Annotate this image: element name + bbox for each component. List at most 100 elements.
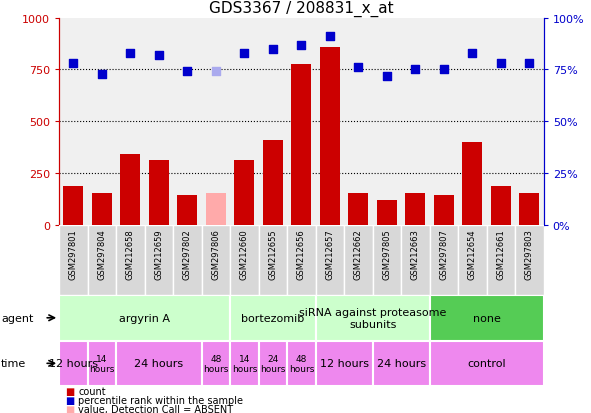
Text: 24 hours: 24 hours (376, 358, 426, 368)
Text: GSM212655: GSM212655 (268, 229, 277, 279)
Text: GSM212658: GSM212658 (126, 229, 135, 279)
Text: 12 hours: 12 hours (320, 358, 369, 368)
Bar (63, 187, 83, 225)
Bar (202, 341, 230, 386)
Point (268, 46, 278, 53)
Title: GDS3367 / 208831_x_at: GDS3367 / 208831_x_at (209, 1, 394, 17)
Point (525, 61, 534, 67)
Bar (430, 225, 458, 295)
Point (97, 71, 106, 78)
Bar (373, 225, 401, 295)
Point (211, 69, 220, 76)
Bar (177, 195, 197, 225)
Point (297, 42, 306, 49)
Bar (116, 225, 145, 295)
Text: time: time (1, 358, 27, 368)
Text: GSM297806: GSM297806 (212, 229, 220, 279)
Text: agent: agent (1, 313, 34, 323)
Point (439, 67, 449, 74)
Bar (316, 341, 373, 386)
Bar (320, 47, 340, 225)
Bar (401, 225, 430, 295)
Text: control: control (467, 358, 506, 368)
Text: GSM297801: GSM297801 (69, 229, 78, 279)
Text: GSM297802: GSM297802 (183, 229, 192, 279)
Bar (487, 225, 515, 295)
Point (69, 61, 78, 67)
Text: 14
hours: 14 hours (89, 354, 115, 373)
Point (154, 52, 164, 59)
Bar (59, 341, 87, 386)
Point (411, 67, 420, 74)
Bar (373, 341, 430, 386)
Bar (230, 295, 316, 341)
Text: GSM212663: GSM212663 (411, 229, 420, 279)
Bar (287, 225, 316, 295)
Point (353, 65, 363, 71)
Text: GSM212654: GSM212654 (468, 229, 477, 279)
Text: GSM212657: GSM212657 (326, 229, 335, 279)
Text: siRNA against proteasome
subunits: siRNA against proteasome subunits (299, 307, 446, 329)
Text: value, Detection Call = ABSENT: value, Detection Call = ABSENT (78, 404, 233, 413)
Text: ■: ■ (65, 386, 74, 396)
Text: GSM297805: GSM297805 (382, 229, 391, 279)
Point (496, 61, 506, 67)
Bar (87, 341, 116, 386)
Text: GSM297804: GSM297804 (98, 229, 106, 279)
Bar (145, 225, 173, 295)
Bar (173, 225, 202, 295)
Text: 12 hours: 12 hours (49, 358, 98, 368)
Text: argyrin A: argyrin A (119, 313, 170, 323)
Bar (458, 225, 487, 295)
Text: bortezomib: bortezomib (241, 313, 304, 323)
Text: none: none (473, 313, 501, 323)
Bar (59, 225, 87, 295)
Bar (87, 225, 116, 295)
Bar (206, 193, 226, 225)
Bar (491, 187, 511, 225)
Text: GSM297807: GSM297807 (440, 229, 449, 279)
Bar (263, 140, 283, 225)
Text: 24
hours: 24 hours (260, 354, 285, 373)
Bar (316, 225, 344, 295)
Bar (434, 195, 454, 225)
Text: GSM212661: GSM212661 (496, 229, 505, 279)
Text: GSM212660: GSM212660 (240, 229, 249, 279)
Text: GSM212656: GSM212656 (297, 229, 306, 279)
Bar (230, 225, 259, 295)
Bar (405, 193, 426, 225)
Text: percentile rank within the sample: percentile rank within the sample (78, 395, 243, 405)
Bar (463, 142, 482, 225)
Text: 14
hours: 14 hours (232, 354, 257, 373)
Text: GSM297803: GSM297803 (525, 229, 534, 279)
Bar (116, 341, 202, 386)
Text: GSM212662: GSM212662 (354, 229, 363, 279)
Bar (349, 193, 368, 225)
Bar (377, 200, 397, 225)
Bar (202, 225, 230, 295)
Bar (59, 295, 230, 341)
Bar (519, 193, 540, 225)
Bar (235, 161, 254, 225)
Bar (291, 65, 311, 225)
Bar (287, 341, 316, 386)
Text: ■: ■ (65, 404, 74, 413)
Bar (259, 225, 287, 295)
Point (183, 69, 192, 76)
Bar (344, 225, 373, 295)
Point (126, 50, 135, 57)
Point (240, 50, 249, 57)
Bar (149, 161, 169, 225)
Bar (515, 225, 544, 295)
Bar (230, 341, 259, 386)
Bar (316, 295, 430, 341)
Bar (430, 341, 544, 386)
Text: ■: ■ (65, 395, 74, 405)
Text: count: count (78, 386, 106, 396)
Text: 48
hours: 48 hours (289, 354, 314, 373)
Point (467, 50, 477, 57)
Point (325, 34, 335, 40)
Point (382, 73, 392, 80)
Bar (92, 193, 112, 225)
Text: 48
hours: 48 hours (203, 354, 229, 373)
